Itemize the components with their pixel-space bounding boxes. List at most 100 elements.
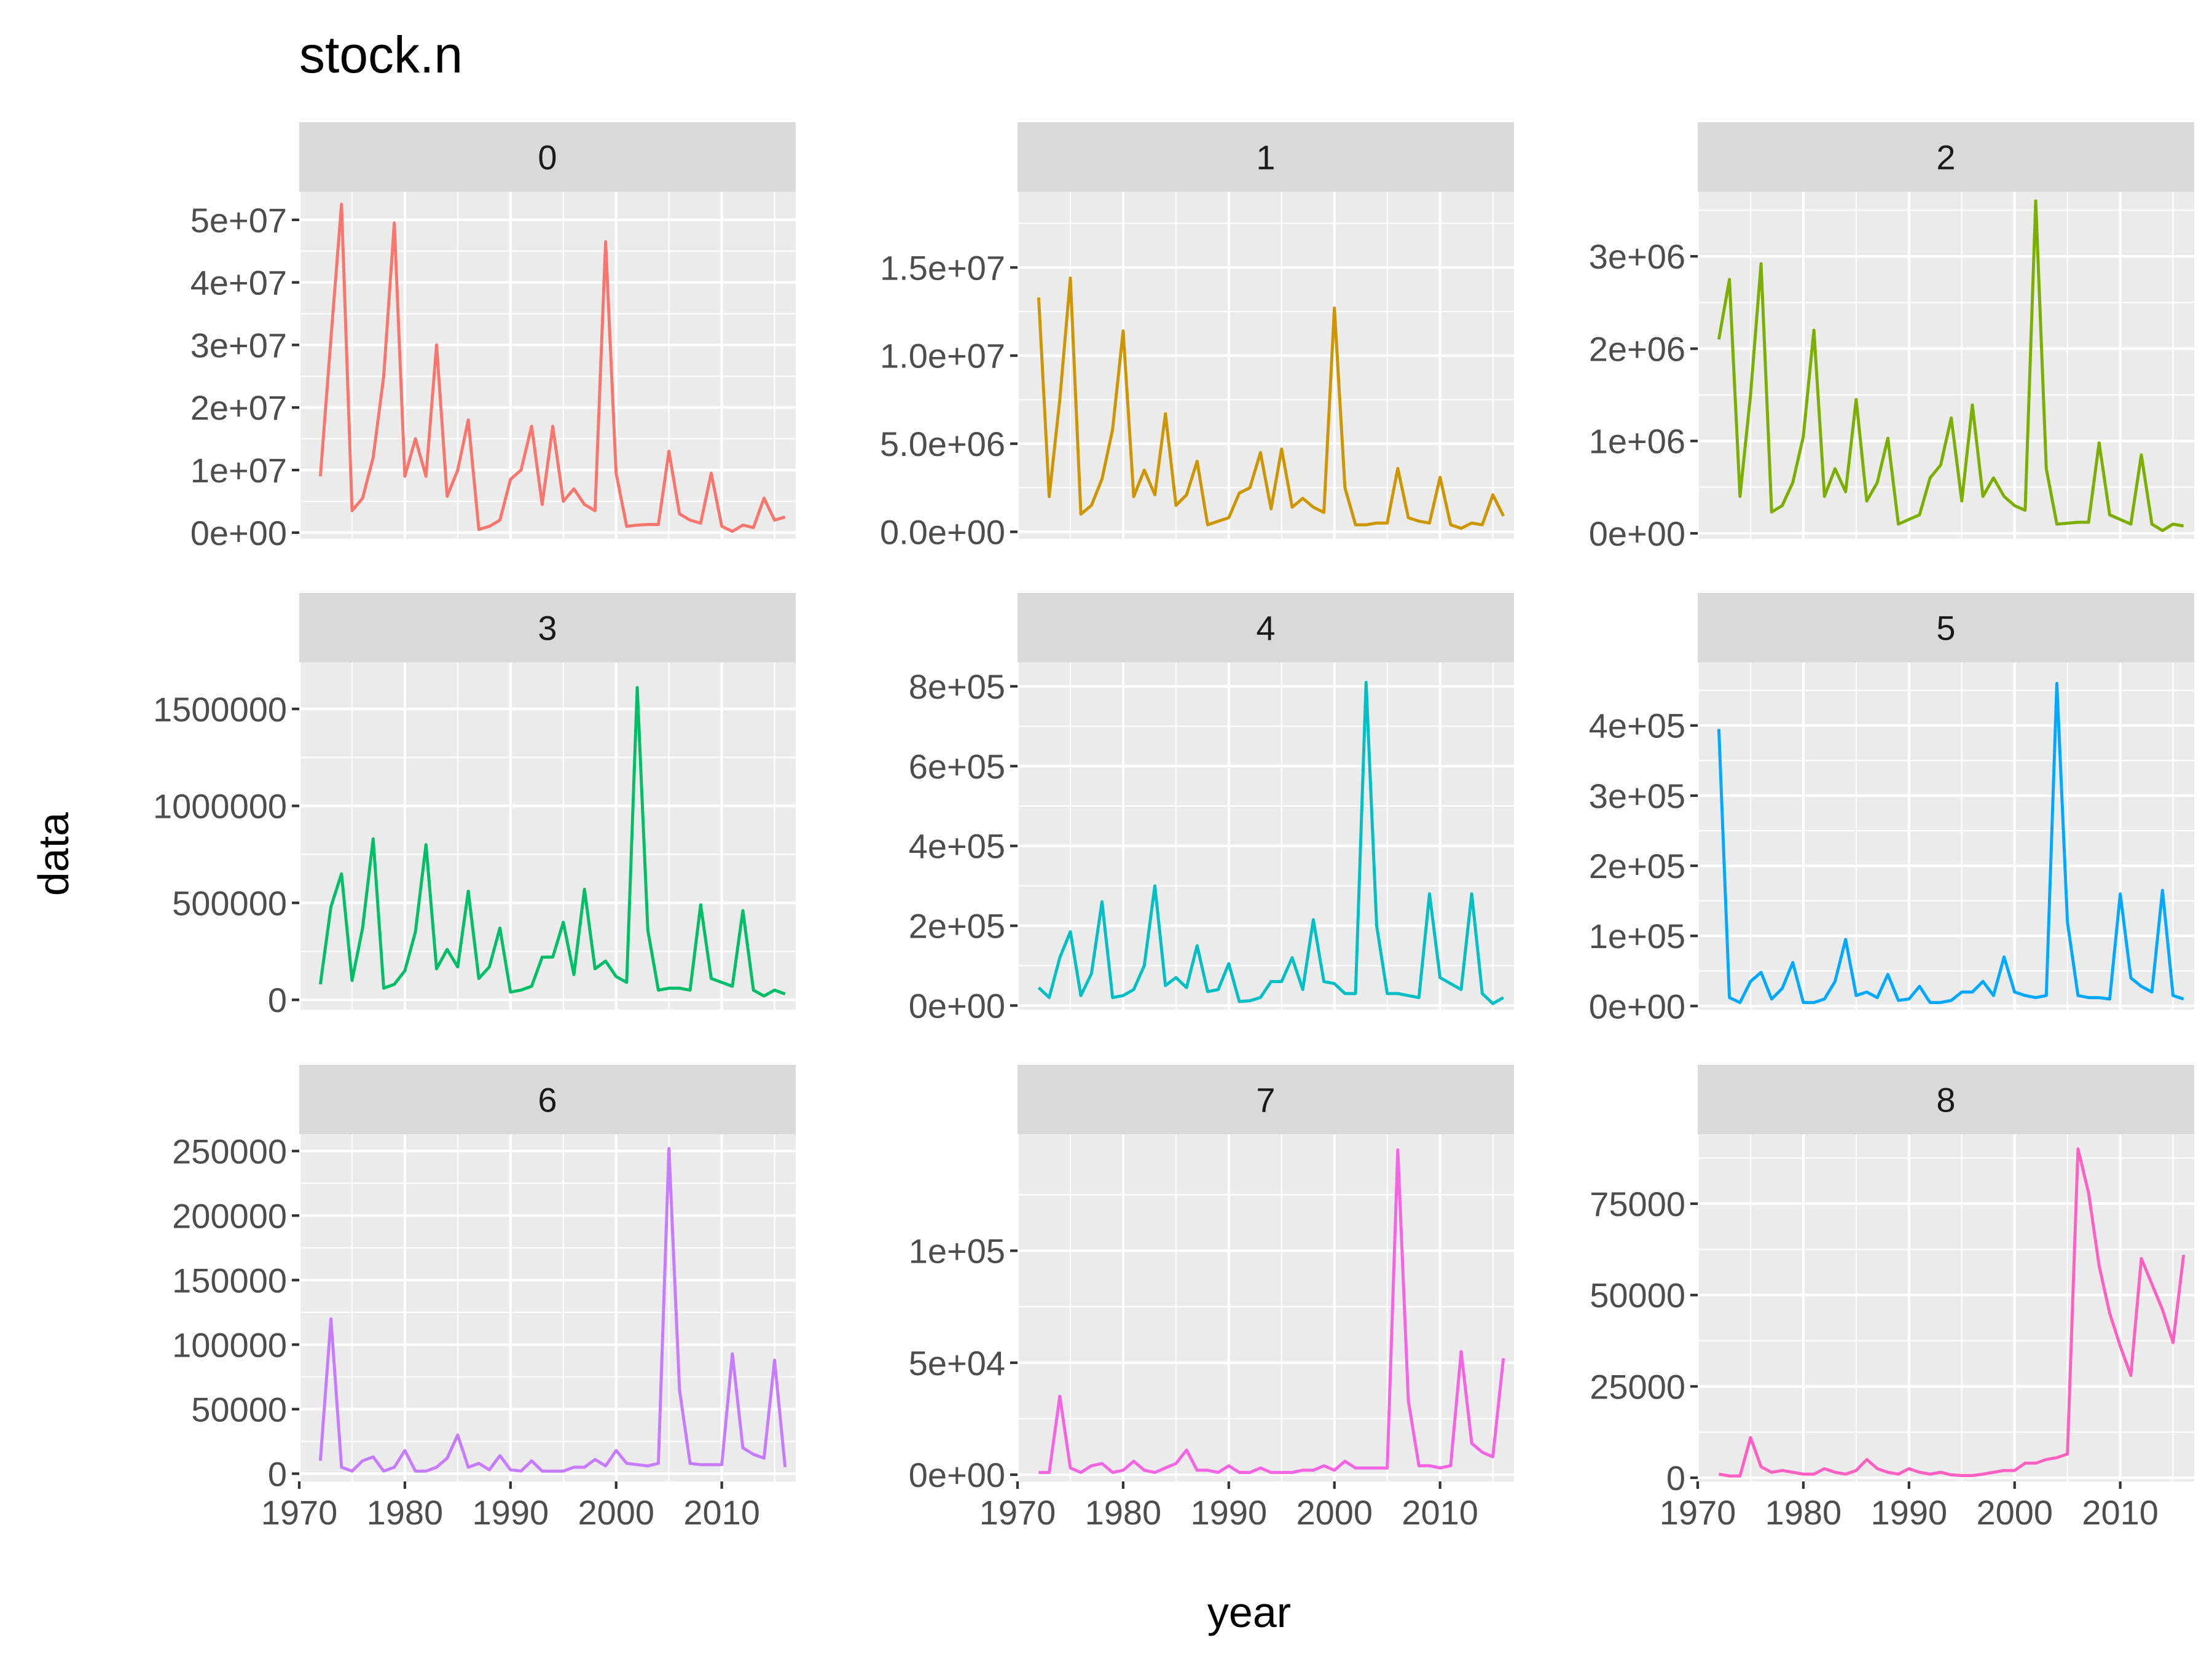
facet-strip [1018, 1065, 1514, 1134]
facet-strip-label: 5 [1936, 609, 1955, 648]
facet-strip-label: 8 [1936, 1081, 1955, 1120]
facet-panel-7: 7 0e+00 5e+04 1e+05 1970 1980 1990 2000 2010 [909, 1065, 1514, 1532]
y-tick-label: 500000 [172, 884, 287, 922]
facet-strip [1698, 1065, 2194, 1134]
y-tick-label: 0e+00 [190, 514, 287, 552]
facet-strip [1018, 593, 1514, 662]
y-tick-label: 4e+07 [190, 264, 287, 302]
x-axis-title: year [1207, 1588, 1291, 1636]
y-axis-title: data [29, 812, 77, 896]
y-tick-label: 150000 [172, 1261, 287, 1300]
facet-panel-1: 1 0.0e+00 5.0e+06 1.0e+07 1.5e+07 [880, 122, 1514, 552]
series-line-5 [1717, 681, 2184, 1005]
y-tick-label: 0 [1666, 1459, 1685, 1497]
panel-background [1018, 662, 1514, 1010]
panel-background [1698, 192, 2194, 539]
y-tick-label: 50000 [1590, 1276, 1685, 1315]
facet-strip-label: 3 [538, 609, 557, 648]
facet-strip [299, 122, 796, 192]
y-tick-label: 0e+00 [909, 1456, 1005, 1494]
y-tick-label: 6e+05 [909, 747, 1005, 786]
series-line-7 [1038, 1148, 1505, 1474]
y-tick-label: 50000 [191, 1390, 287, 1429]
facet-panel-2: 2 0e+00 1e+06 2e+06 3e+06 [1589, 122, 2194, 553]
panel-background [1018, 1134, 1514, 1481]
facet-strip [1698, 593, 2194, 662]
y-tick-label: 0e+00 [909, 987, 1005, 1026]
y-tick-label: 25000 [1590, 1367, 1685, 1406]
y-tick-label: 2e+05 [1589, 847, 1685, 885]
y-tick-label: 5e+07 [190, 201, 287, 240]
facet-panels: 0 0e+00 1e+07 2e+07 3e+07 4e+07 5e+07 1 0.0e+00 5… [153, 122, 2194, 1532]
y-tick-label: 75000 [1590, 1185, 1685, 1223]
facet-strip [1698, 122, 2194, 192]
facet-panel-6: 6 0 50000 100000 150000 200000 250000 1970 1980 1… [172, 1065, 796, 1532]
x-tick-label: 2000 [578, 1493, 654, 1532]
y-tick-label: 0.0e+00 [880, 513, 1005, 552]
x-tick-label: 1970 [261, 1493, 338, 1532]
y-tick-label: 3e+07 [190, 326, 287, 364]
y-tick-label: 200000 [172, 1196, 287, 1235]
y-tick-label: 1e+07 [190, 451, 287, 490]
y-tick-label: 1e+05 [909, 1232, 1005, 1271]
facet-strip-label: 6 [538, 1081, 557, 1120]
x-tick-label: 1990 [473, 1493, 549, 1532]
facet-strip-label: 7 [1256, 1081, 1275, 1120]
y-tick-label: 1500000 [153, 690, 287, 729]
x-tick-label: 1970 [1660, 1493, 1736, 1532]
x-tick-label: 1990 [1871, 1493, 1948, 1532]
y-tick-label: 1000000 [153, 787, 287, 826]
y-tick-label: 8e+05 [909, 667, 1005, 706]
facet-panel-5: 5 0e+00 1e+05 2e+05 3e+05 4e+05 [1589, 593, 2194, 1026]
x-tick-label: 2000 [1976, 1493, 2053, 1532]
series-line-6 [318, 1147, 787, 1473]
panel-background [1698, 1134, 2194, 1481]
facet-strip-label: 4 [1256, 609, 1275, 648]
y-tick-label: 1e+05 [1589, 917, 1685, 955]
y-tick-label: 4e+05 [1589, 707, 1685, 745]
series-line-3 [318, 686, 786, 998]
y-tick-label: 5e+04 [909, 1344, 1005, 1382]
x-tick-label: 1980 [1085, 1493, 1162, 1532]
y-tick-label: 1.0e+07 [880, 337, 1005, 375]
facet-panel-4: 4 0e+00 2e+05 4e+05 6e+05 8e+05 [909, 593, 1514, 1026]
y-tick-label: 0e+00 [1589, 987, 1685, 1026]
chart-title: stock.n [299, 26, 463, 84]
x-tick-label: 1980 [1765, 1493, 1842, 1532]
x-tick-label: 1980 [367, 1493, 444, 1532]
series-line-2 [1717, 199, 2184, 532]
facet-strip [299, 1065, 796, 1134]
y-tick-label: 1e+06 [1589, 422, 1685, 461]
y-tick-label: 0e+00 [1589, 514, 1685, 553]
y-tick-label: 3e+06 [1589, 237, 1685, 276]
x-tick-label: 1970 [979, 1493, 1056, 1532]
y-tick-label: 3e+05 [1589, 777, 1685, 815]
y-tick-label: 100000 [172, 1325, 287, 1364]
x-tick-label: 2000 [1296, 1493, 1373, 1532]
y-tick-label: 250000 [172, 1132, 287, 1171]
y-tick-label: 2e+05 [909, 907, 1005, 946]
x-tick-label: 1990 [1191, 1493, 1268, 1532]
x-tick-label: 2010 [2082, 1493, 2159, 1532]
series-line-4 [1037, 681, 1505, 1005]
series-line-8 [1718, 1147, 2186, 1478]
y-tick-label: 2e+06 [1589, 329, 1685, 368]
facet-strip [299, 593, 796, 662]
y-tick-label: 2e+07 [190, 388, 287, 427]
y-tick-label: 0 [268, 981, 287, 1019]
panel-background [299, 1134, 796, 1481]
x-tick-label: 2010 [683, 1493, 760, 1532]
facet-panel-3: 3 0 500000 1000000 1500000 [153, 593, 796, 1019]
x-tick-label: 2010 [1402, 1493, 1478, 1532]
facet-panel-8: 8 0 25000 50000 75000 1970 1980 1990 2000 2010 [1590, 1065, 2194, 1532]
y-tick-label: 0 [268, 1454, 287, 1493]
y-tick-label: 1.5e+07 [880, 248, 1005, 287]
series-line-1 [1037, 276, 1505, 530]
facet-strip-label: 1 [1256, 138, 1275, 177]
facet-strip [1018, 122, 1514, 192]
y-tick-label: 4e+05 [909, 827, 1005, 866]
facet-strip-label: 2 [1936, 138, 1955, 177]
series-line-0 [318, 202, 786, 533]
facet-strip-label: 0 [538, 138, 557, 177]
